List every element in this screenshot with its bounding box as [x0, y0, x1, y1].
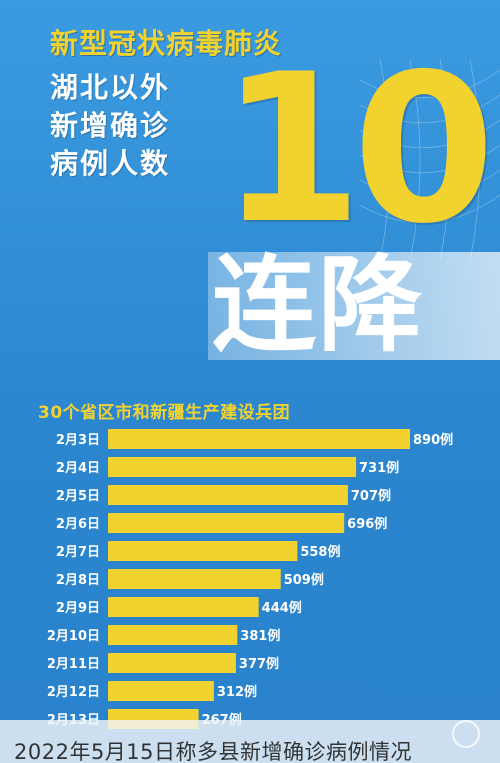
value-label: 377例: [239, 656, 279, 672]
big-number: 10: [220, 31, 495, 269]
category-label: 2月10日: [47, 629, 100, 644]
category-label: 2月6日: [56, 517, 100, 532]
chart-title: 30个省区市和新疆生产建设兵团: [38, 403, 291, 423]
headline-unit: 病例人数: [50, 147, 171, 180]
caption-text: 2022年5月15日称多县新增确诊病例情况: [14, 740, 413, 763]
value-label: 312例: [217, 684, 257, 700]
category-label: 2月12日: [47, 685, 100, 700]
seal-icon: [452, 720, 480, 748]
bar: [108, 569, 281, 589]
headline-metric: 新增确诊: [50, 109, 171, 142]
category-label: 2月5日: [56, 489, 100, 504]
bar: [108, 541, 298, 561]
bar: [108, 653, 236, 673]
value-label: 558例: [300, 544, 340, 560]
big-text: 连降: [212, 244, 425, 366]
wireframe-decoration: [360, 60, 500, 260]
value-label: 444例: [262, 600, 302, 616]
headline-region: 湖北以外: [50, 71, 171, 104]
bar-chart: 2月3日 890例 2月4日 731例 2月5日 707例 2月6日 696例 2月7日 558例…: [47, 429, 453, 729]
bar: [108, 485, 348, 505]
category-label: 2月4日: [56, 461, 100, 476]
bar: [108, 429, 410, 449]
bar: [108, 457, 357, 477]
value-label: 707例: [351, 488, 391, 504]
value-label: 731例: [359, 460, 399, 476]
category-label: 2月7日: [56, 545, 100, 560]
value-label: 696例: [347, 516, 387, 532]
bar: [108, 513, 345, 533]
bar: [108, 681, 214, 701]
headline-topic: 新型冠状病毒肺炎: [50, 27, 283, 60]
category-label: 2月9日: [56, 601, 100, 616]
value-label: 381例: [240, 628, 280, 644]
category-label: 2月11日: [47, 657, 100, 672]
bar: [108, 625, 238, 645]
value-label: 890例: [413, 432, 453, 448]
caption-bar: [0, 720, 500, 763]
bar: [108, 597, 259, 617]
category-label: 2月3日: [56, 433, 100, 448]
category-label: 2月8日: [56, 573, 100, 588]
big-text-backdrop: [208, 252, 500, 360]
value-label: 509例: [284, 572, 324, 588]
